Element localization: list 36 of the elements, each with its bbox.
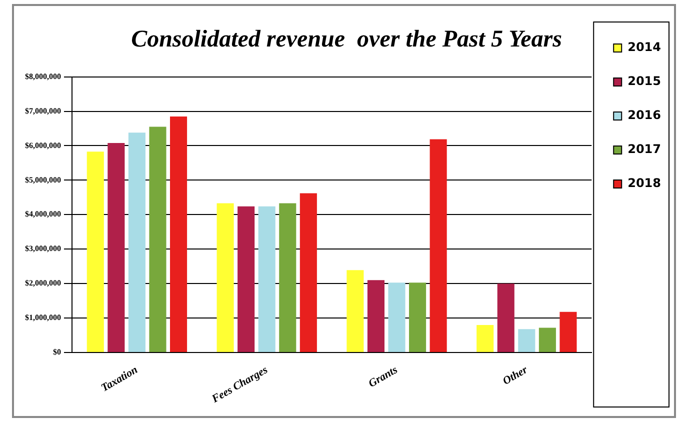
bar: [128, 132, 146, 352]
bar: [346, 270, 364, 352]
bar: [476, 324, 494, 352]
bar: [149, 126, 166, 352]
bar: [409, 282, 426, 352]
y-tick-label: $3,000,000: [25, 244, 61, 254]
chart-title: Consolidated revenue over the Past 5 Years: [131, 26, 562, 53]
bar: [279, 203, 296, 352]
bar: [216, 203, 234, 352]
bar: [238, 206, 255, 352]
bar: [300, 193, 317, 352]
y-tick-label: $2,000,000: [25, 278, 61, 288]
y-tick-label: $1,000,000: [25, 313, 61, 322]
y-tick-label: $6,000,000: [25, 140, 61, 150]
legend-label: 2018: [628, 176, 662, 190]
legend-label: 2017: [628, 142, 662, 156]
bar: [388, 282, 406, 352]
bar: [560, 312, 577, 352]
y-tick-label: $4,000,000: [25, 210, 61, 219]
y-tick-label: $8,000,000: [25, 72, 61, 81]
bar: [538, 328, 556, 352]
bar: [430, 139, 447, 352]
bar: [497, 284, 514, 352]
bar: [518, 329, 536, 352]
y-tick-label: $0: [53, 348, 61, 357]
y-tick-label: $5,000,000: [25, 175, 61, 184]
x-tick-label: Other: [500, 364, 530, 388]
bar: [170, 116, 188, 352]
y-tick-label: $7,000,000: [25, 106, 61, 116]
bar: [108, 142, 125, 352]
bar: [258, 206, 276, 352]
bar: [367, 280, 384, 352]
legend-label: 2015: [628, 74, 662, 88]
legend-label: 2014: [628, 40, 662, 54]
legend-label: 2016: [628, 108, 662, 122]
bar: [86, 152, 104, 352]
